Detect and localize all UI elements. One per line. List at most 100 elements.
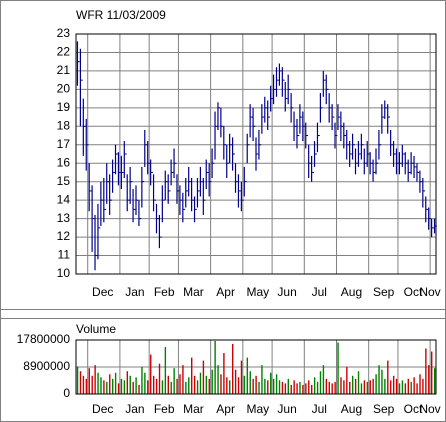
volume-bar: [431, 351, 433, 394]
volume-title: Volume: [76, 322, 116, 336]
volume-bar: [319, 371, 322, 394]
volume-x-tick-label: May: [246, 402, 269, 416]
volume-bar: [138, 384, 140, 394]
x-tick-label: Jun: [277, 285, 296, 299]
volume-bar: [410, 381, 412, 394]
volume-bar: [158, 363, 161, 394]
volume-bar: [281, 381, 284, 394]
volume-bar: [357, 371, 360, 394]
volume-bar: [372, 378, 374, 394]
volume-plot-border: [75, 339, 437, 395]
volume-bar: [141, 366, 143, 394]
volume-bar: [360, 383, 363, 394]
volume-bar: [351, 375, 354, 394]
volume-bar: [120, 378, 123, 394]
volume-bar: [114, 372, 117, 394]
volume-bar: [211, 369, 213, 394]
volume-bar: [79, 371, 82, 394]
volume-bar: [296, 383, 298, 394]
volume-bar: [267, 380, 269, 394]
y-tick-label: 18: [57, 118, 71, 132]
volume-bar: [173, 368, 175, 394]
volume-bar: [188, 377, 190, 394]
y-tick-label: 12: [57, 229, 71, 243]
volume-x-tick-label: Jun: [277, 402, 296, 416]
y-tick-label: 11: [58, 248, 71, 262]
volume-x-tick-label: Jan: [125, 402, 144, 416]
volume-bar: [349, 381, 351, 394]
y-tick-label: 14: [57, 192, 71, 206]
volume-bar: [240, 360, 243, 394]
volume-bar: [97, 372, 99, 394]
volume-bar: [129, 375, 131, 394]
volume-bar: [106, 381, 108, 394]
volume-y-tick-label: 0: [63, 386, 70, 400]
volume-bar: [88, 368, 90, 394]
volume-bar: [407, 378, 409, 394]
volume-bar: [419, 374, 421, 394]
y-tick-label: 15: [57, 174, 71, 188]
volume-bar: [100, 377, 102, 394]
volume-bar: [290, 384, 292, 394]
volume-bar: [135, 377, 137, 394]
volume-bar: [387, 360, 389, 394]
volume-bar: [150, 354, 152, 394]
volume-bar: [85, 378, 88, 394]
volume-x-tick-label: Aug: [341, 402, 362, 416]
x-tick-label: Jul: [312, 285, 327, 299]
volume-bar: [346, 366, 348, 394]
volume-bar: [278, 380, 281, 394]
volume-bar: [384, 378, 386, 394]
x-tick-label: Oct: [404, 285, 423, 299]
volume-bar: [152, 375, 155, 394]
volume-bar: [217, 365, 219, 394]
volume-bar: [182, 365, 184, 394]
volume-bar: [237, 377, 240, 394]
volume-bar: [313, 377, 316, 394]
x-tick-label: Sep: [373, 285, 395, 299]
volume-bar: [354, 378, 357, 394]
y-tick-label: 19: [57, 100, 71, 114]
volume-bar: [117, 383, 120, 394]
volume-y-tick-label: 17800000: [17, 332, 71, 346]
volume-bar: [229, 380, 231, 394]
volume-y-tick-label: 8900000: [23, 359, 70, 373]
volume-x-tick-label: Dec: [92, 402, 113, 416]
volume-bar: [167, 375, 169, 394]
volume-bar: [185, 381, 187, 394]
volume-bar: [334, 381, 336, 394]
volume-bar: [287, 378, 289, 394]
volume-bar: [123, 380, 126, 394]
volume-bar: [205, 375, 208, 394]
volume-bar: [202, 360, 205, 394]
x-tick-label: Dec: [92, 285, 113, 299]
volume-bar: [293, 380, 295, 394]
volume-bar: [199, 372, 202, 394]
x-tick-label: Apr: [216, 285, 235, 299]
volume-bar: [401, 380, 404, 394]
volume-bar: [264, 378, 266, 394]
y-tick-label: 21: [57, 63, 71, 77]
volume-bar: [433, 368, 436, 394]
volume-bar: [331, 383, 333, 394]
volume-x-tick-label: Nov: [419, 402, 440, 416]
y-tick-label: 20: [57, 82, 71, 96]
y-tick-label: 23: [57, 26, 71, 40]
volume-bar: [170, 381, 172, 394]
volume-bar: [223, 353, 225, 394]
volume-bar: [91, 375, 93, 394]
volume-bar: [316, 381, 319, 394]
volume-x-tick-label: Oct: [404, 402, 423, 416]
volume-bar: [255, 375, 257, 394]
volume-bar: [302, 384, 304, 394]
volume-x-tick-label: Feb: [154, 402, 175, 416]
volume-bar: [275, 374, 278, 394]
volume-x-tick-label: Jul: [312, 402, 327, 416]
volume-bar: [261, 365, 263, 394]
y-tick-label: 22: [57, 45, 71, 59]
volume-bar: [305, 383, 307, 394]
volume-bar: [76, 366, 79, 394]
volume-bar: [193, 375, 196, 394]
volume-bar: [103, 380, 105, 394]
y-tick-label: 13: [57, 211, 71, 225]
